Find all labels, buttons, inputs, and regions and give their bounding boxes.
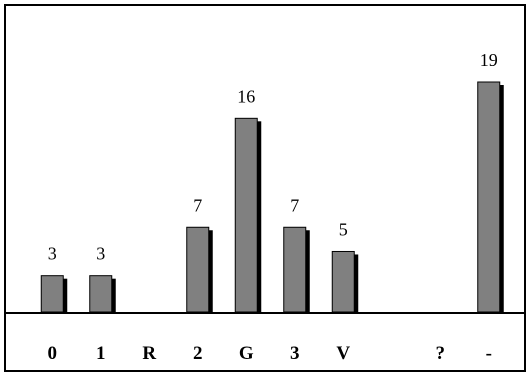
bar xyxy=(283,226,307,313)
category-label: 2 xyxy=(193,343,203,364)
category-label: - xyxy=(486,343,492,364)
category-label: 1 xyxy=(96,343,106,364)
category-label: ? xyxy=(436,343,446,364)
labels-layer: 0 3 1 3 R 2 7 G 16 3 7 V 5? - 19 xyxy=(48,50,498,364)
data-label: 7 xyxy=(193,195,202,215)
data-label: 3 xyxy=(96,244,105,264)
data-label: 3 xyxy=(48,244,57,264)
category-label: V xyxy=(336,343,350,364)
bar xyxy=(89,275,113,313)
bar xyxy=(234,117,258,313)
data-label: 5 xyxy=(339,219,348,239)
bar xyxy=(40,275,64,313)
bars-layer xyxy=(40,81,504,313)
bar xyxy=(186,226,210,313)
bar xyxy=(331,250,355,313)
data-label: 16 xyxy=(237,86,255,106)
data-label: 7 xyxy=(290,195,299,215)
category-label: G xyxy=(239,343,254,364)
data-label: 19 xyxy=(480,50,498,70)
category-label: R xyxy=(142,343,156,364)
category-label: 3 xyxy=(290,343,300,364)
category-label: 0 xyxy=(48,343,58,364)
bar xyxy=(477,81,501,313)
